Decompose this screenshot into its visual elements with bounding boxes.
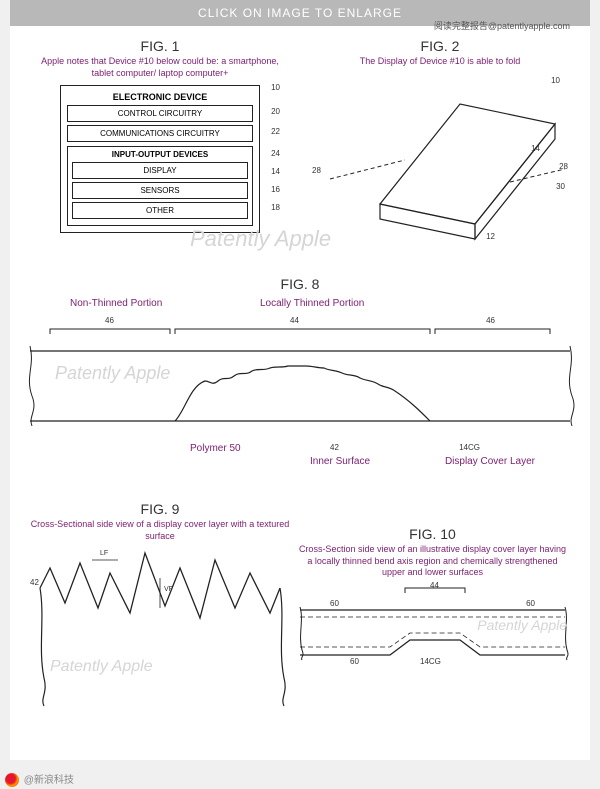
fig1-box-sensors: SENSORS bbox=[72, 182, 248, 199]
fig8-locallythinned: Locally Thinned Portion bbox=[260, 298, 364, 309]
fig8-42: 42 bbox=[330, 443, 339, 452]
fig10-44: 44 bbox=[430, 581, 439, 590]
fig1-io-wrap: INPUT-OUTPUT DEVICES DISPLAY SENSORS OTH… bbox=[67, 146, 253, 226]
diagram-content: FIG. 1 Apple notes that Device #10 below… bbox=[10, 26, 590, 50]
fig10-caption: Cross-Section side view of an illustrati… bbox=[290, 544, 575, 579]
fig8-46a: 46 bbox=[105, 316, 114, 325]
fig9-vf: VF bbox=[164, 586, 173, 593]
fig9-title: FIG. 9 bbox=[30, 501, 290, 517]
fig8-inner: Inner Surface bbox=[310, 456, 370, 467]
fig8-polymer: Polymer 50 bbox=[190, 443, 241, 454]
fig8-46b: 46 bbox=[486, 316, 495, 325]
fig1-subheading: INPUT-OUTPUT DEVICES bbox=[72, 150, 248, 159]
fig8-svg bbox=[10, 326, 590, 466]
leader-10: 10 bbox=[271, 83, 280, 92]
figure-8: FIG. 8 Non-Thinned Portion Locally Thinn… bbox=[10, 276, 590, 478]
fig9-caption: Cross-Sectional side view of a display c… bbox=[30, 519, 290, 542]
leader-16: 16 bbox=[271, 185, 280, 194]
fig1-box-display: DISPLAY bbox=[72, 162, 248, 179]
fig1-box-other: OTHER bbox=[72, 202, 248, 219]
fig10-14cg: 14CG bbox=[420, 657, 441, 666]
fig8-title: FIG. 8 bbox=[10, 276, 590, 292]
fig8-nonthinned: Non-Thinned Portion bbox=[70, 298, 162, 309]
leader-24: 24 bbox=[271, 149, 280, 158]
fig2-caption: The Display of Device #10 is able to fol… bbox=[310, 56, 570, 68]
leader2-28a: 28 bbox=[312, 166, 321, 175]
leader2-14: 14 bbox=[531, 144, 540, 153]
fig1-box-comm: COMMUNICATIONS CIRCUITRY bbox=[67, 125, 253, 142]
fig1-heading: ELECTRONIC DEVICE bbox=[67, 92, 253, 102]
footer-link[interactable]: 阅读完整报告@patentlyapple.com bbox=[434, 19, 570, 32]
page-container: CLICK ON IMAGE TO ENLARGE FIG. 1 Apple n… bbox=[10, 0, 590, 760]
leader2-30: 30 bbox=[556, 182, 565, 191]
fig2-title: FIG. 2 bbox=[310, 38, 570, 54]
fig1-device-box: ELECTRONIC DEVICE CONTROL CIRCUITRY COMM… bbox=[60, 85, 260, 233]
leader-20: 20 bbox=[271, 107, 280, 116]
footer-link-text: 阅读完整报告@patentlyapple.com bbox=[434, 21, 570, 31]
fig9-lf: LF bbox=[100, 550, 108, 557]
fig1-caption: Apple notes that Device #10 below could … bbox=[30, 56, 290, 79]
leader2-12: 12 bbox=[486, 232, 495, 241]
weibo-attribution: @新浪科技 bbox=[5, 771, 74, 787]
fig2-svg bbox=[310, 74, 570, 244]
leader2-28b: 28 bbox=[559, 162, 568, 171]
leader-22: 22 bbox=[271, 127, 280, 136]
fig9-42: 42 bbox=[30, 578, 39, 587]
leader2-10: 10 bbox=[551, 76, 560, 85]
figure-9: FIG. 9 Cross-Sectional side view of a di… bbox=[30, 501, 290, 708]
fig10-60c: 60 bbox=[350, 657, 359, 666]
fig10-title: FIG. 10 bbox=[290, 526, 575, 542]
fig8-44: 44 bbox=[290, 316, 299, 325]
weibo-icon bbox=[5, 773, 19, 787]
leader-18: 18 bbox=[271, 203, 280, 212]
fig8-dcl: Display Cover Layer bbox=[445, 456, 535, 467]
fig9-svg bbox=[30, 548, 290, 708]
fig1-box-control: CONTROL CIRCUITRY bbox=[67, 105, 253, 122]
figure-10: FIG. 10 Cross-Section side view of an il… bbox=[290, 526, 575, 705]
banner-text: CLICK ON IMAGE TO ENLARGE bbox=[198, 6, 402, 20]
fig10-60b: 60 bbox=[526, 599, 535, 608]
leader-14: 14 bbox=[271, 167, 280, 176]
fig1-title: FIG. 1 bbox=[30, 38, 290, 54]
figure-1: FIG. 1 Apple notes that Device #10 below… bbox=[30, 38, 290, 233]
weibo-handle: @新浪科技 bbox=[24, 775, 74, 786]
fig10-60a: 60 bbox=[330, 599, 339, 608]
figure-2: FIG. 2 The Display of Device #10 is able… bbox=[310, 38, 570, 244]
fig8-14cg: 14CG bbox=[459, 443, 480, 452]
